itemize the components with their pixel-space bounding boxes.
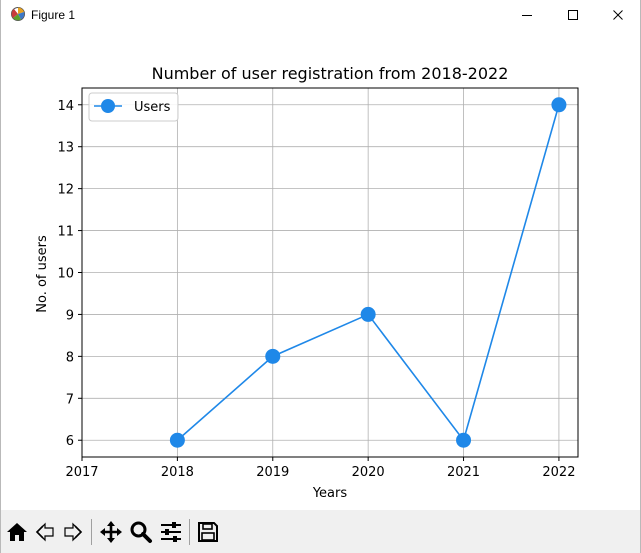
home-icon bbox=[7, 523, 27, 541]
forward-button[interactable] bbox=[60, 519, 86, 545]
configure-subplots-button[interactable] bbox=[158, 519, 184, 545]
x-tick-label: 2020 bbox=[352, 465, 385, 480]
zoom-button[interactable] bbox=[128, 519, 154, 545]
x-tick-label: 2017 bbox=[65, 465, 98, 480]
x-tick-label: 2018 bbox=[161, 465, 194, 480]
data-point bbox=[360, 306, 376, 322]
legend-marker bbox=[101, 99, 115, 113]
toolbar-separator bbox=[91, 519, 92, 545]
y-tick-label: 14 bbox=[57, 99, 74, 114]
save-icon bbox=[198, 522, 218, 542]
x-tick-label: 2022 bbox=[542, 465, 575, 480]
title-bar[interactable]: Figure 1 bbox=[1, 0, 640, 30]
close-button[interactable] bbox=[595, 0, 641, 30]
axes: 2017 2018 2019 2020 2021 2022 6 7 8 9 10 11 12 13 14 bbox=[57, 87, 579, 480]
sliders-icon bbox=[161, 522, 181, 542]
move-icon bbox=[100, 521, 122, 543]
figure-canvas[interactable]: Number of user registration from 2018-20… bbox=[1, 30, 640, 510]
window-title: Figure 1 bbox=[31, 8, 76, 22]
x-tick-label: 2021 bbox=[447, 465, 480, 480]
close-icon bbox=[613, 10, 623, 20]
legend-label-users: Users bbox=[134, 100, 171, 115]
series-users bbox=[169, 97, 567, 448]
legend: Users bbox=[88, 92, 179, 122]
y-tick-label: 11 bbox=[57, 225, 74, 240]
y-tick-label: 10 bbox=[57, 267, 74, 282]
data-point bbox=[551, 97, 567, 113]
x-axis-label: Years bbox=[312, 486, 348, 501]
back-arrow-icon bbox=[35, 522, 54, 542]
zoom-icon bbox=[130, 521, 152, 543]
data-point bbox=[456, 432, 472, 448]
minimize-button[interactable] bbox=[504, 0, 550, 30]
y-tick-label: 13 bbox=[57, 141, 74, 156]
back-button[interactable] bbox=[32, 519, 58, 545]
navigation-toolbar bbox=[1, 510, 640, 553]
toolbar-separator bbox=[189, 519, 190, 545]
maximize-button[interactable] bbox=[550, 0, 596, 30]
data-point bbox=[265, 348, 281, 364]
home-button[interactable] bbox=[4, 519, 30, 545]
pan-button[interactable] bbox=[98, 519, 124, 545]
y-tick-label: 6 bbox=[66, 434, 74, 449]
x-tick-label: 2019 bbox=[256, 465, 289, 480]
line-chart: Number of user registration from 2018-20… bbox=[35, 64, 579, 501]
chart-title: Number of user registration from 2018-20… bbox=[152, 64, 509, 83]
save-button[interactable] bbox=[195, 519, 221, 545]
y-tick-label: 7 bbox=[66, 392, 74, 407]
data-point bbox=[169, 432, 185, 448]
y-tick-label: 9 bbox=[66, 308, 74, 323]
forward-arrow-icon bbox=[64, 522, 83, 542]
grid bbox=[81, 88, 578, 457]
maximize-icon bbox=[568, 10, 578, 20]
y-tick-label: 12 bbox=[57, 183, 74, 198]
matplotlib-icon bbox=[11, 7, 25, 21]
y-tick-label: 8 bbox=[66, 350, 74, 365]
y-axis-label: No. of users bbox=[35, 235, 50, 313]
minimize-icon bbox=[522, 15, 532, 16]
